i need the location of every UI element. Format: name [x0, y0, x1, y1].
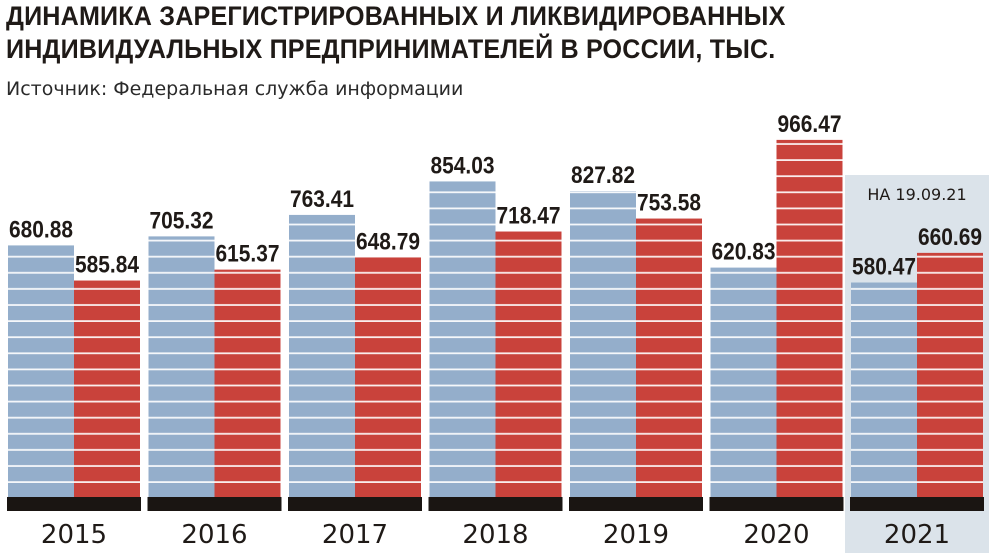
year-labels: 2015 2016 2017 2018 2019 2020 2021: [41, 520, 950, 550]
bar-stripes-registered-2019: [570, 191, 636, 497]
baseline-axis: [7, 497, 984, 511]
value-label-registered-2019: 827.82: [571, 162, 635, 189]
axis-segment-2018: [428, 497, 563, 511]
axis-segment-2019: [569, 497, 703, 511]
chart-source: Источник: Федеральная служба информации: [6, 78, 464, 100]
value-label-liquidated-2021: 660.69: [918, 224, 982, 251]
annotations: НА 19.09.21: [867, 185, 966, 204]
year-label-2021: 2021: [884, 520, 950, 550]
bar-stripes-liquidated-2017: [355, 257, 421, 497]
year-label-2019: 2019: [603, 520, 669, 550]
value-label-registered-2017: 763.41: [290, 186, 354, 213]
value-label-registered-2020: 620.83: [712, 239, 776, 266]
bar-stripes-registered-2016: [148, 236, 215, 497]
axis-segment-2021: [850, 497, 984, 511]
year-label-2017: 2017: [322, 520, 388, 550]
bar-stripes-liquidated-2019: [636, 218, 702, 497]
axis-segment-2015: [7, 497, 141, 511]
bar-stripes-liquidated-2021: [917, 252, 983, 497]
bar-stripes-registered-2017: [289, 214, 355, 498]
value-label-liquidated-2020: 966.47: [778, 111, 842, 138]
value-label-registered-2016: 705.32: [150, 207, 214, 234]
bar-stripes-liquidated-2016: [214, 269, 281, 497]
axis-segment-2017: [288, 497, 422, 511]
year-label-2016: 2016: [181, 520, 247, 550]
value-label-liquidated-2016: 615.37: [216, 241, 280, 268]
bars: [8, 139, 983, 498]
value-label-liquidated-2019: 753.58: [637, 190, 701, 217]
bar-stripes-registered-2021: [851, 282, 917, 497]
value-label-registered-2015: 680.88: [9, 216, 73, 243]
value-label-liquidated-2017: 648.79: [356, 228, 420, 255]
bar-stripes-liquidated-2015: [74, 280, 140, 497]
axis-segment-2020: [709, 497, 844, 511]
bar-stripes-registered-2015: [8, 245, 74, 497]
axis-segment-2016: [147, 497, 282, 511]
value-label-liquidated-2018: 718.47: [497, 203, 561, 230]
year-label-2018: 2018: [462, 520, 528, 550]
annotation-2021: НА 19.09.21: [867, 185, 966, 204]
value-label-registered-2021: 580.47: [852, 254, 916, 281]
year-label-2015: 2015: [41, 520, 107, 550]
year-label-2020: 2020: [743, 520, 809, 550]
bar-stripes-liquidated-2018: [495, 231, 562, 497]
value-label-registered-2018: 854.03: [431, 152, 495, 179]
value-label-liquidated-2015: 585.84: [75, 252, 140, 279]
bar-stripes-liquidated-2020: [776, 139, 843, 497]
chart-title: ДИНАМИКА ЗАРЕГИСТРИРОВАННЫХ И ЛИКВИДИРОВ…: [6, 1, 786, 64]
bar-stripes-registered-2018: [429, 181, 496, 497]
bar-stripes-registered-2020: [710, 267, 777, 497]
